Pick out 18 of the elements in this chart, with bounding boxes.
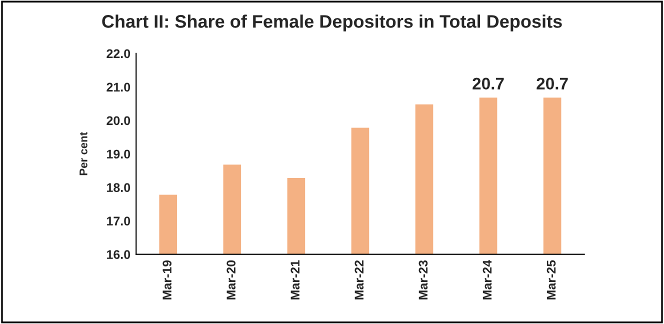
x-tick-label: Mar-22 [354, 260, 364, 300]
y-tick-label: 22.0 [106, 49, 130, 58]
y-tick-label: 19.0 [107, 150, 130, 159]
x-tick-label: Mar-25 [546, 260, 556, 300]
y-tick-label: 17.0 [107, 216, 130, 226]
x-tick-label: Mar-20 [226, 260, 236, 300]
y-tick-label: 21.0 [106, 82, 130, 92]
y-axis-title: Per cent [80, 132, 88, 176]
chart-title: Chart II: Share of Female Depositors in Total Deposits [102, 14, 562, 32]
y-tick-label: 16.0 [107, 250, 130, 259]
x-tick-label: Mar-23 [418, 260, 428, 300]
x-tick-label: Mar-21 [290, 260, 300, 300]
x-tick-label: Mar-24 [482, 260, 492, 300]
x-tick-label: Mar-19 [162, 260, 172, 300]
data-label: 20.7 [536, 78, 568, 90]
data-label: 20.7 [472, 78, 504, 90]
y-tick-label: 18.0 [107, 183, 130, 192]
y-tick-label: 20.0 [106, 116, 130, 126]
